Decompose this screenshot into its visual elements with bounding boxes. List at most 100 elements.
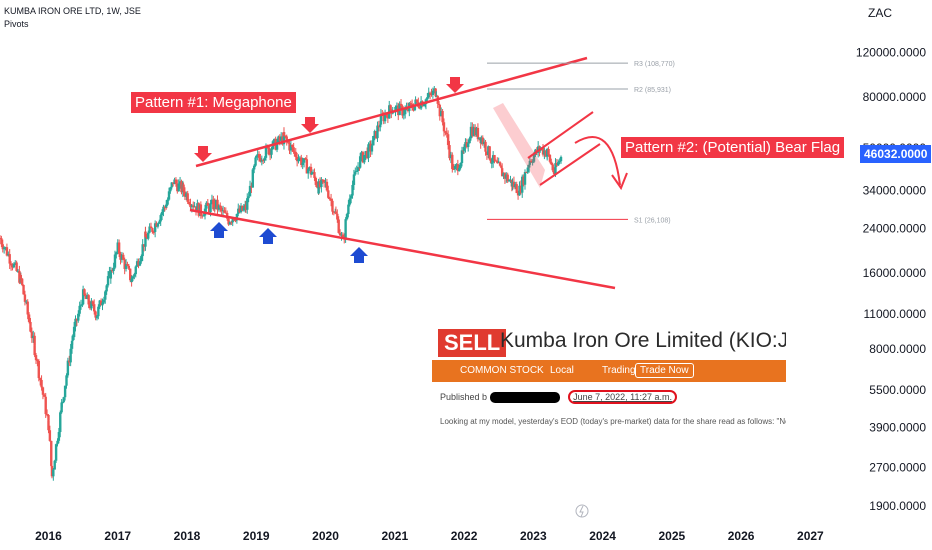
arrow-up-icon: [350, 247, 368, 263]
candle: [548, 154, 552, 164]
candle: [124, 259, 128, 272]
candle: [493, 154, 496, 164]
candle: [263, 156, 266, 163]
candle: [210, 194, 214, 205]
currency-label: ZAC: [868, 6, 892, 20]
indicator-label[interactable]: Pivots: [4, 19, 29, 29]
candle: [325, 179, 329, 192]
candle: [151, 227, 154, 234]
trade-now-button: Trade Now: [635, 363, 694, 378]
candle: [453, 164, 457, 173]
candle: [480, 135, 483, 145]
candle: [316, 181, 319, 189]
candle: [41, 386, 45, 400]
candle: [216, 195, 219, 216]
candle: [512, 176, 516, 190]
candle: [247, 191, 250, 203]
candle: [376, 121, 379, 143]
candle: [528, 156, 532, 168]
candle: [131, 275, 135, 282]
time-axis[interactable]: 2016 2017 2018 2019 2020 2021 2022 2023 2024 2025…: [35, 529, 824, 543]
trading-tag: Trading: [602, 365, 636, 376]
flag-upper-line: [527, 111, 594, 159]
candle: [62, 396, 65, 404]
candle: [104, 290, 107, 304]
candle: [415, 99, 419, 104]
candle: [261, 158, 265, 164]
candle: [511, 178, 514, 191]
candle: [497, 157, 500, 164]
time-tick: 2023: [520, 529, 547, 543]
time-tick: 2024: [589, 529, 616, 543]
candle: [348, 194, 351, 207]
candle: [320, 177, 323, 193]
candle: [40, 375, 43, 391]
candle: [113, 250, 117, 270]
candle: [500, 165, 503, 169]
candle: [92, 299, 96, 315]
candle: [116, 239, 119, 255]
projection-arrow: [574, 136, 621, 186]
candle: [430, 88, 433, 97]
arrow-down-icon: [194, 146, 212, 162]
candle: [30, 327, 34, 343]
candle: [360, 150, 363, 162]
candle: [77, 310, 80, 323]
candle: [69, 343, 72, 367]
candle: [214, 199, 218, 210]
candle: [257, 151, 261, 162]
candle: [25, 299, 28, 305]
candle: [288, 141, 291, 155]
candle: [314, 176, 318, 187]
candle: [555, 158, 559, 168]
candle: [22, 284, 25, 295]
candle: [74, 315, 77, 332]
candle: [550, 158, 553, 166]
pattern2-label: Pattern #2: (Potential) Bear Flag: [621, 137, 845, 158]
article-excerpt: Looking at my model, yesterday's EOD (to…: [440, 417, 786, 426]
candle: [0, 235, 3, 248]
price-tick: 5500.0000: [869, 383, 926, 397]
candle: [254, 156, 257, 167]
candle: [153, 220, 157, 238]
price-tick: 34000.0000: [863, 183, 927, 197]
symbol-title: KUMBA IRON ORE LTD, 1W, JSE: [4, 6, 141, 16]
candle: [149, 222, 153, 229]
candle: [140, 254, 143, 264]
candle: [354, 167, 357, 176]
candle: [334, 206, 338, 215]
candle: [559, 155, 563, 164]
arrow-up-icon: [259, 228, 277, 244]
candle: [196, 199, 199, 212]
candle: [541, 144, 545, 157]
candle: [122, 252, 125, 261]
price-axis[interactable]: 120000.000080000.000050000.000034000.000…: [856, 45, 926, 513]
candle: [465, 138, 469, 149]
price-tick: 80000.0000: [863, 90, 927, 104]
published-line: Published b June 7, 2022, 11:27 a.m.: [440, 390, 677, 404]
candle: [19, 272, 22, 283]
candle: [313, 168, 316, 181]
candle: [345, 212, 349, 221]
candle: [5, 243, 9, 257]
candle: [108, 266, 111, 279]
candle: [185, 191, 188, 201]
candle: [322, 179, 326, 188]
candle: [75, 318, 79, 327]
lightning-icon[interactable]: [575, 504, 589, 518]
candle: [244, 201, 248, 213]
candle: [18, 265, 21, 285]
candle: [57, 427, 61, 444]
candle: [134, 265, 137, 278]
time-tick: 2026: [728, 529, 755, 543]
candle: [329, 193, 333, 207]
candle: [300, 154, 303, 168]
candle: [79, 299, 83, 310]
candle: [43, 393, 46, 397]
candle: [358, 152, 362, 169]
candle: [193, 201, 196, 208]
candle: [435, 91, 438, 98]
candle: [275, 138, 279, 153]
candle: [408, 101, 411, 117]
